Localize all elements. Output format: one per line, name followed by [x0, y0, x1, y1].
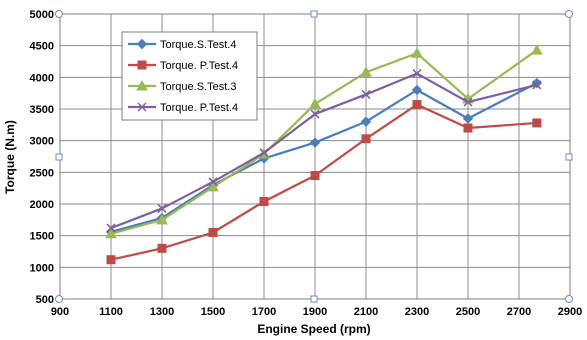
series-2-point-4 — [310, 171, 320, 180]
series-1-point-7 — [462, 113, 474, 124]
legend-label-1: Torque.S.Test.4 — [160, 39, 236, 51]
series-2-point-6 — [412, 100, 422, 110]
series-4 — [106, 69, 542, 233]
y-tick-label-1: 1000 — [30, 262, 54, 274]
y-axis-ticks: 500 1000 1500 2000 2500 3000 3500 4000 4500 5000 — [30, 9, 54, 306]
x-tick-label-1: 1100 — [99, 306, 123, 318]
x-tick-label-3: 1500 — [201, 306, 225, 318]
selection-handle-6[interactable] — [310, 295, 318, 303]
y-tick-label-2: 1500 — [30, 231, 54, 243]
selection-handle-1[interactable] — [310, 10, 318, 18]
series-3-point-1 — [156, 213, 168, 225]
series-3-point-6 — [411, 47, 423, 58]
series-2-point-3 — [259, 196, 269, 206]
series-4-point-5 — [361, 89, 371, 99]
series-3-point-4 — [309, 97, 321, 109]
series-4-point-2 — [208, 177, 218, 187]
series-4-point-4 — [310, 109, 320, 119]
series-2-point-2 — [208, 228, 218, 237]
y-tick-label-3: 2000 — [30, 199, 54, 211]
x-tick-label-5: 1900 — [303, 306, 327, 318]
legend-swatch-marker-4 — [137, 102, 147, 112]
series-3-point-2 — [207, 180, 219, 192]
series-4-point-1 — [157, 203, 167, 213]
selection-handle-3[interactable] — [55, 153, 63, 161]
x-tick-label-9: 2700 — [507, 306, 531, 318]
y-tick-label-9: 5000 — [30, 9, 54, 21]
y-tick-label-4: 2500 — [30, 167, 54, 179]
series-1-point-6 — [411, 84, 423, 96]
x-tick-label-6: 2100 — [354, 306, 378, 318]
series-3 — [105, 44, 543, 239]
legend-entry-4: Torque. P.Test.4 — [128, 102, 238, 114]
chart-selection-handles — [55, 10, 573, 303]
series-4-point-6 — [412, 69, 422, 79]
x-tick-label-8: 2500 — [456, 306, 480, 318]
selection-handle-7[interactable] — [565, 295, 573, 303]
selection-handle-0[interactable] — [55, 10, 63, 18]
x-axis-ticks: 900 1100 1300 1500 1700 1900 2100 2300 2500 2700 2… — [51, 306, 582, 318]
legend-label-4: Torque. P.Test.4 — [160, 102, 238, 114]
series-3-point-5 — [360, 66, 372, 77]
series-1-point-5 — [360, 116, 372, 127]
legend-label-3: Torque.S.Test.3 — [160, 81, 236, 93]
y-tick-label-6: 3500 — [30, 104, 54, 116]
selection-handle-2[interactable] — [565, 10, 573, 18]
legend: Torque.S.Test.4 Torque. P.Test.4 Torque.S.… — [121, 31, 258, 121]
series-2-point-5 — [361, 134, 371, 144]
legend-swatch-marker-1 — [136, 38, 148, 50]
y-tick-label-0: 500 — [36, 294, 54, 306]
x-tick-label-4: 1700 — [252, 306, 276, 318]
series-2-point-7 — [463, 123, 473, 133]
series-4-point-3 — [259, 148, 269, 158]
y-tick-label-5: 3000 — [30, 136, 54, 148]
selection-handle-4[interactable] — [565, 153, 573, 161]
y-tick-label-8: 4500 — [30, 41, 54, 53]
x-tick-label-0: 900 — [51, 306, 69, 318]
x-axis-title: Engine Speed (rpm) — [257, 322, 370, 336]
x-tick-label-10: 2900 — [558, 306, 582, 318]
series-4-point-7 — [463, 97, 473, 107]
series-2 — [106, 100, 542, 265]
legend-swatch-marker-3 — [136, 79, 148, 91]
series-4-point-0 — [106, 223, 116, 233]
series-2-point-8 — [532, 118, 542, 128]
series-1-point-4 — [309, 137, 321, 148]
legend-swatch-marker-2 — [137, 60, 147, 70]
series-layer — [105, 44, 543, 265]
selection-handle-5[interactable] — [55, 295, 63, 303]
legend-entry-1: Torque.S.Test.4 — [128, 38, 236, 51]
series-2-point-0 — [106, 255, 116, 265]
x-tick-label-7: 2300 — [405, 306, 429, 318]
series-2-point-1 — [157, 243, 167, 253]
legend-entry-3: Torque.S.Test.3 — [128, 79, 236, 93]
series-3-point-0 — [105, 227, 117, 239]
series-3-point-8 — [531, 44, 543, 55]
series-4-point-8 — [532, 80, 542, 90]
legend-entry-2: Torque. P.Test.4 — [128, 60, 238, 72]
legend-label-2: Torque. P.Test.4 — [160, 60, 238, 72]
y-tick-label-7: 4000 — [30, 72, 54, 84]
x-tick-label-2: 1300 — [150, 306, 174, 318]
y-axis-title: Torque (N.m) — [3, 120, 17, 194]
